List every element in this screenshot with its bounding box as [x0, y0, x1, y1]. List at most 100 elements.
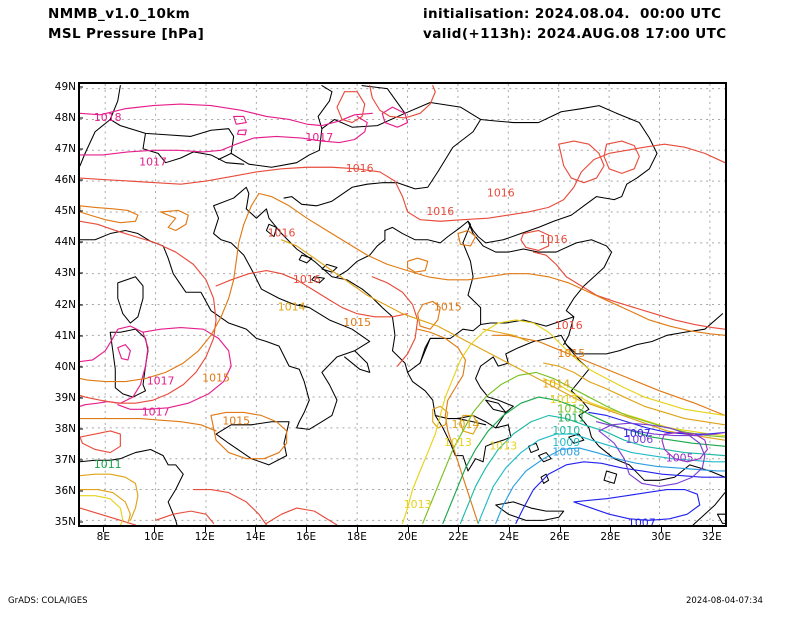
lon-tick-16e: 16E: [296, 531, 317, 543]
contour-1008: [495, 447, 725, 524]
coastline-segment: [213, 186, 371, 352]
contour-label-1014-20: 1014: [452, 418, 480, 431]
contour-label-1017-1: 1017: [139, 156, 167, 169]
coastline-segment: [321, 263, 338, 273]
contour-label-1016-24: 1016: [555, 319, 583, 332]
contour-label-1018-0: 1018: [94, 111, 122, 124]
contour-label-1011-28: 1011: [557, 412, 585, 425]
grads-credit: GrADS: COLA/IGES: [8, 596, 88, 606]
coastline-segment: [265, 223, 278, 238]
contour-1016: [369, 85, 436, 119]
lat-tick-37n: 37N: [54, 454, 76, 467]
map-plot-area[interactable]: 1018 1017 1017 1016 1016 1016 1016 1016 1016 1014…: [78, 82, 727, 527]
lat-tick-44n: 44N: [54, 236, 76, 249]
lat-tickmark: [78, 397, 83, 399]
coastline-segment: [117, 276, 144, 324]
lat-tickmark: [78, 521, 83, 523]
coastline-segment: [565, 344, 725, 481]
contour-1006: [598, 422, 706, 488]
contour-label-1011-16: 1011: [94, 458, 122, 471]
contour-label-1015-12: 1015: [202, 372, 230, 385]
coastline-segment: [540, 473, 550, 484]
lon-tick-18e: 18E: [346, 531, 367, 543]
contour-label-1005-34: 1005: [666, 452, 694, 465]
contour-1017: [117, 344, 131, 361]
contour-1016: [336, 91, 366, 124]
lat-tick-36n: 36N: [54, 485, 76, 498]
grid-lines: [80, 84, 725, 525]
lat-tickmark: [78, 86, 83, 88]
contour-label-1017-2: 1017: [305, 131, 333, 144]
lon-tickmark: [356, 527, 358, 532]
lon-tick-32e: 32E: [701, 531, 722, 543]
contour-label-1015-23: 1015: [557, 347, 585, 360]
contour-1017: [236, 129, 247, 136]
contour-1016: [155, 510, 215, 524]
contour-label-1014-25: 1014: [542, 378, 570, 391]
coastline-segment: [80, 448, 184, 525]
coastline-segment: [215, 421, 290, 466]
lon-tickmark: [103, 527, 105, 532]
contour-1016: [520, 229, 550, 252]
longitude-axis: 8E 10E 12E 14E 16E 18E 20E 22E 24E 26E 28E 30E 32E: [78, 531, 727, 547]
contour-label-1017-15: 1017: [142, 405, 170, 418]
lon-tick-22e: 22E: [448, 531, 469, 543]
lat-tick-45n: 45N: [54, 205, 76, 218]
coastline-segment: [495, 501, 565, 521]
contour-1014: [482, 328, 530, 343]
coastline-segment: [467, 220, 613, 253]
contour-label-1013-19: 1013: [404, 498, 432, 511]
render-timestamp: 2024-08-04-07:34: [686, 596, 763, 606]
lon-tick-8e: 8E: [96, 531, 111, 543]
coastline-segment: [218, 152, 232, 161]
coastline-segment: [565, 313, 724, 355]
lat-tickmark: [78, 366, 83, 368]
coastline-segment: [475, 334, 567, 429]
lat-tickmark: [78, 148, 83, 150]
lat-tickmark: [78, 304, 83, 305]
lat-tick-38n: 38N: [54, 422, 76, 435]
contour-1017: [117, 327, 232, 410]
lat-tick-48n: 48N: [54, 111, 76, 124]
contour-1016: [371, 276, 419, 367]
lon-tick-12e: 12E: [194, 531, 215, 543]
contour-1015: [417, 328, 479, 524]
contour-label-1016-3: 1016: [346, 162, 374, 175]
contour-label-1010-29: 1010: [552, 424, 580, 437]
contour-1014: [80, 488, 131, 524]
contour-1015: [210, 411, 288, 460]
contour-1015: [80, 205, 139, 224]
contour-1016: [603, 140, 640, 174]
lon-tick-30e: 30E: [651, 531, 672, 543]
lat-tick-35n: 35N: [54, 516, 76, 529]
contour-label-1012-27: 1012: [557, 402, 585, 415]
contour-1005: [661, 431, 708, 463]
contour-1015: [160, 209, 189, 232]
contour-1012: [422, 371, 725, 524]
contour-1014: [459, 414, 479, 435]
contour-1017: [80, 115, 368, 156]
coastline-segment: [80, 229, 371, 430]
coastline-segment: [80, 118, 111, 167]
lat-tickmark: [78, 241, 83, 243]
coastline-segment: [311, 276, 325, 284]
coastline-segment: [716, 513, 725, 524]
coastline-segment: [407, 323, 482, 373]
contour-label-1015-13: 1015: [222, 415, 250, 428]
lat-tick-46n: 46N: [54, 174, 76, 187]
lat-tickmark: [78, 210, 83, 212]
field-title: MSL Pressure [hPa]: [48, 26, 205, 42]
coastline-segment: [245, 208, 512, 472]
contour-1009: [477, 433, 725, 524]
contour-label-1016-7: 1016: [268, 227, 296, 240]
contour-1010: [459, 414, 725, 524]
contour-1015: [258, 192, 725, 336]
contour-1011: [442, 396, 725, 524]
coastline-segment: [298, 254, 313, 264]
coastline-segment: [336, 229, 386, 278]
contour-1017: [80, 325, 149, 407]
lon-tickmark: [204, 527, 206, 532]
lon-tick-10e: 10E: [144, 531, 165, 543]
coastline-segment: [480, 105, 618, 124]
